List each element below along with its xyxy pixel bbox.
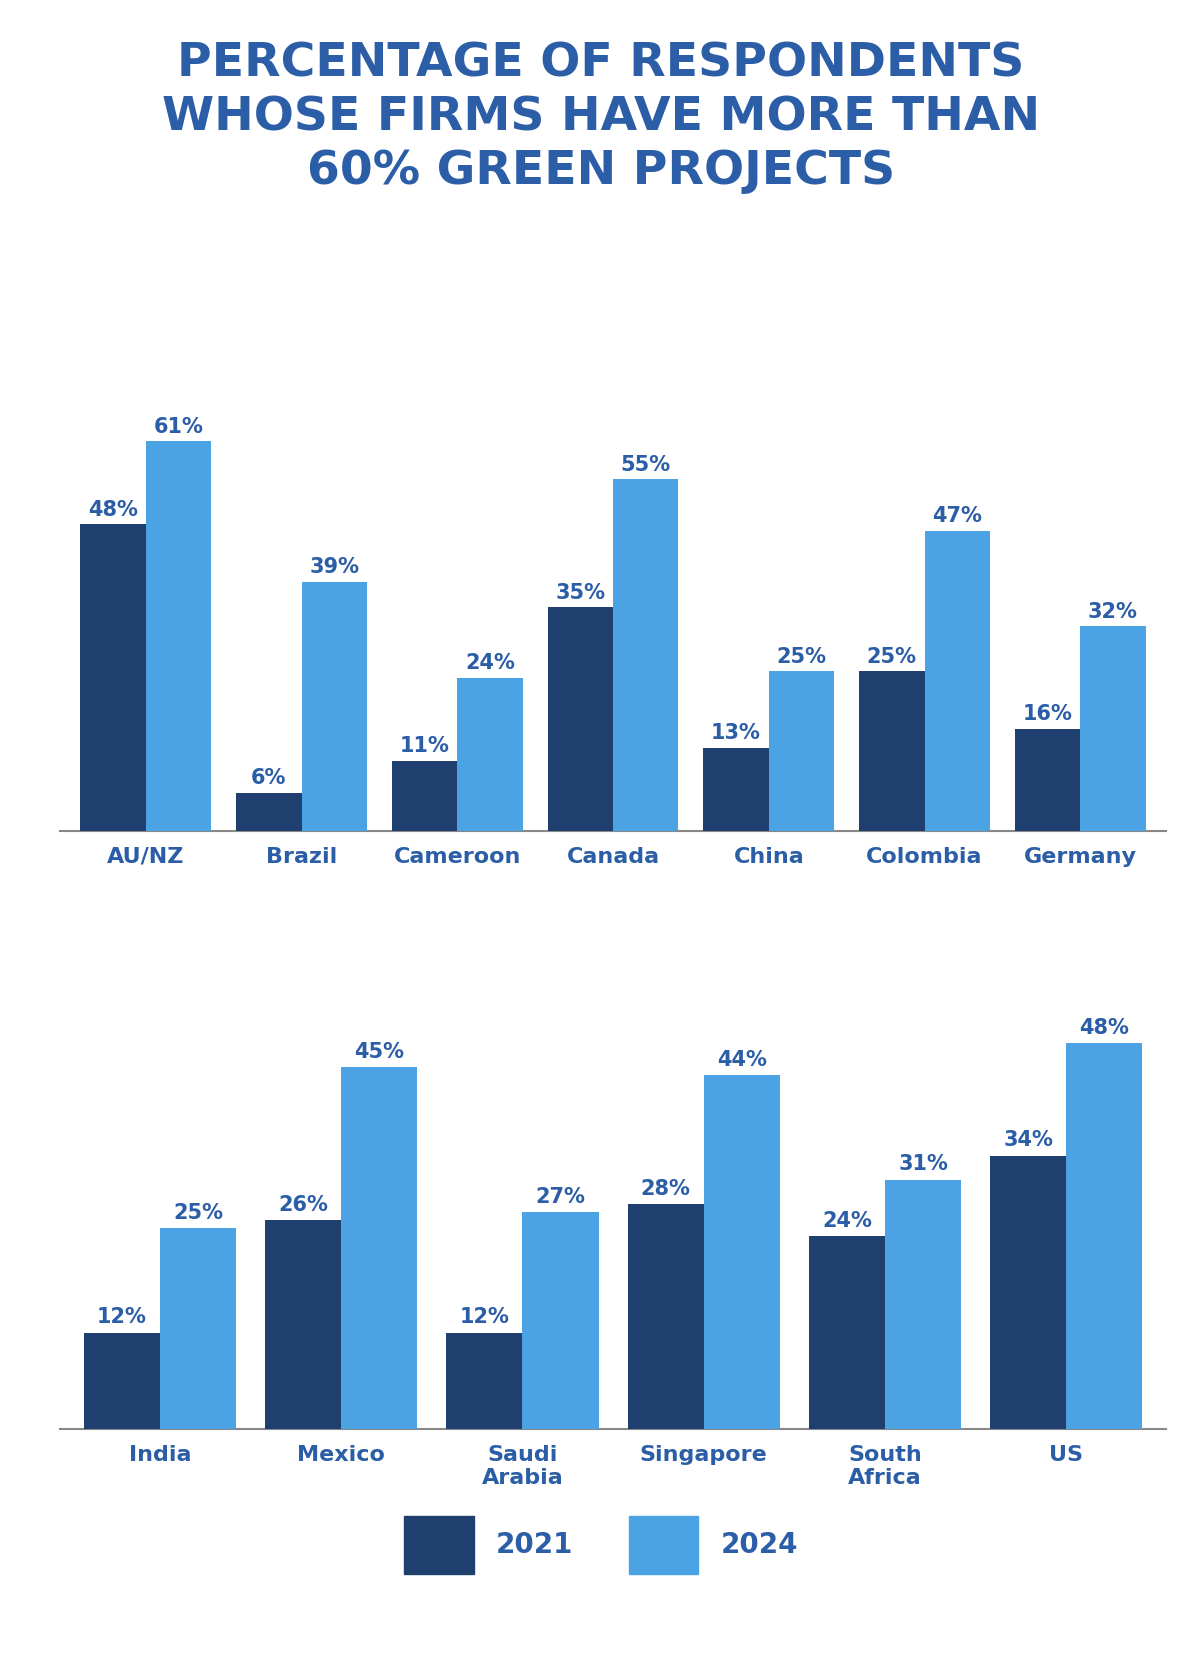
Bar: [236, 793, 302, 831]
Text: 55%: 55%: [620, 455, 671, 475]
Bar: [613, 479, 678, 831]
Bar: [446, 1333, 523, 1429]
Bar: [145, 440, 212, 831]
Text: 31%: 31%: [898, 1155, 948, 1175]
Bar: [457, 678, 523, 831]
Text: PERCENTAGE OF RESPONDENTS
WHOSE FIRMS HAVE MORE THAN
60% GREEN PROJECTS: PERCENTAGE OF RESPONDENTS WHOSE FIRMS HA…: [162, 42, 1040, 194]
Text: 24%: 24%: [465, 653, 514, 673]
Text: 48%: 48%: [1079, 1017, 1129, 1037]
Bar: [769, 671, 834, 831]
Bar: [523, 1212, 599, 1429]
Bar: [703, 1075, 780, 1429]
Text: 34%: 34%: [1004, 1130, 1053, 1150]
Text: 45%: 45%: [355, 1042, 404, 1062]
Bar: [1066, 1044, 1142, 1429]
Bar: [392, 761, 457, 831]
Bar: [627, 1205, 703, 1429]
Bar: [341, 1067, 417, 1429]
Text: 25%: 25%: [867, 647, 917, 666]
Text: 16%: 16%: [1023, 705, 1072, 725]
Text: 13%: 13%: [712, 723, 761, 743]
Text: 24%: 24%: [822, 1210, 871, 1230]
Text: 35%: 35%: [555, 583, 606, 603]
Bar: [885, 1180, 962, 1429]
Bar: [1014, 728, 1081, 831]
Bar: [924, 530, 990, 831]
Bar: [160, 1228, 236, 1429]
Text: 27%: 27%: [536, 1187, 585, 1207]
Text: 32%: 32%: [1088, 602, 1138, 622]
Text: 25%: 25%: [776, 647, 827, 666]
Text: 11%: 11%: [399, 736, 450, 756]
Text: 12%: 12%: [459, 1308, 510, 1328]
Text: 25%: 25%: [173, 1203, 222, 1223]
Bar: [264, 1220, 341, 1429]
Text: 39%: 39%: [309, 557, 359, 577]
Bar: [81, 524, 145, 831]
Bar: [548, 607, 613, 831]
Text: 12%: 12%: [97, 1308, 147, 1328]
Text: 61%: 61%: [154, 417, 203, 437]
Bar: [84, 1333, 160, 1429]
Text: 28%: 28%: [641, 1178, 690, 1198]
Bar: [990, 1155, 1066, 1429]
Text: 44%: 44%: [716, 1050, 767, 1070]
Text: 48%: 48%: [88, 500, 138, 520]
Bar: [302, 582, 367, 831]
Legend: 2021, 2024: 2021, 2024: [393, 1506, 809, 1586]
Text: 26%: 26%: [278, 1195, 328, 1215]
Bar: [1081, 627, 1146, 831]
Bar: [703, 748, 769, 831]
Text: 47%: 47%: [933, 507, 982, 527]
Bar: [859, 671, 924, 831]
Bar: [809, 1237, 885, 1429]
Text: 6%: 6%: [251, 768, 286, 788]
